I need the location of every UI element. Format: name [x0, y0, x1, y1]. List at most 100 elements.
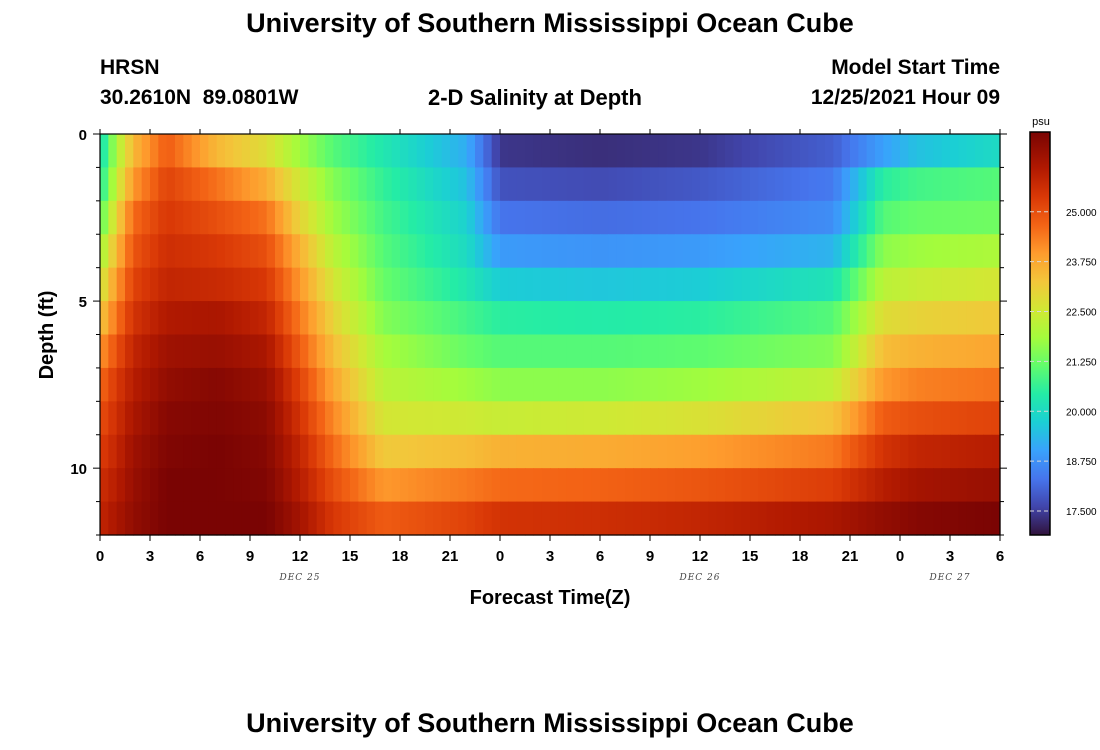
- heatmap-cell: [450, 501, 459, 536]
- heatmap-cell: [275, 501, 284, 536]
- heatmap-cell: [658, 501, 668, 536]
- heatmap-cell: [625, 234, 634, 269]
- heatmap-cell: [141, 200, 151, 235]
- heatmap-cell: [133, 501, 143, 536]
- heatmap-cell: [700, 167, 709, 202]
- heatmap-cell: [583, 200, 593, 235]
- heatmap-cell: [683, 334, 693, 369]
- heatmap-cell: [491, 468, 501, 503]
- heatmap-cell: [158, 401, 168, 436]
- heatmap-cell: [950, 134, 959, 169]
- heatmap-cell: [583, 401, 593, 436]
- heatmap-cell: [541, 401, 551, 436]
- heatmap-cell: [383, 401, 393, 436]
- heatmap-cell: [850, 200, 859, 235]
- heatmap-cell: [316, 434, 326, 469]
- heatmap-cell: [241, 501, 251, 536]
- heatmap-cell: [433, 267, 443, 302]
- heatmap-cell: [258, 134, 268, 169]
- heatmap-cell: [866, 468, 876, 503]
- heatmap-cell: [316, 401, 326, 436]
- heatmap-cell: [200, 401, 209, 436]
- heatmap-cell: [541, 267, 551, 302]
- heatmap-cell: [658, 134, 668, 169]
- heatmap-cell: [950, 200, 959, 235]
- heatmap-cell: [500, 134, 509, 169]
- heatmap-cell: [725, 434, 734, 469]
- heatmap-cell: [891, 334, 901, 369]
- heatmap-cell: [250, 167, 259, 202]
- heatmap-cell: [908, 501, 918, 536]
- heatmap-cell: [958, 334, 968, 369]
- heatmap-cell: [608, 200, 618, 235]
- heatmap-cell: [800, 501, 809, 536]
- heatmap-cell: [291, 134, 301, 169]
- heatmap-cell: [616, 234, 626, 269]
- heatmap-cell: [975, 267, 984, 302]
- heatmap-cell: [108, 134, 118, 169]
- heatmap-cell: [341, 134, 351, 169]
- heatmap-cell: [258, 200, 268, 235]
- heatmap-cell: [541, 301, 551, 336]
- heatmap-cell: [791, 134, 801, 169]
- heatmap-cell: [108, 267, 118, 302]
- heatmap-cell: [125, 334, 134, 369]
- heatmap-cell: [450, 267, 459, 302]
- heatmap-cell: [358, 267, 368, 302]
- heatmap-cell: [833, 200, 843, 235]
- heatmap-cell: [808, 334, 818, 369]
- heatmap-cell: [366, 434, 376, 469]
- heatmap-cell: [966, 434, 976, 469]
- heatmap-cell: [966, 234, 976, 269]
- heatmap-cell: [683, 134, 693, 169]
- heatmap-cell: [833, 134, 843, 169]
- heatmap-cell: [791, 468, 801, 503]
- heatmap-cell: [433, 434, 443, 469]
- heatmap-cell: [900, 234, 909, 269]
- heatmap-cell: [558, 401, 568, 436]
- heatmap-cell: [783, 200, 793, 235]
- heatmap-cell: [875, 200, 884, 235]
- heatmap-cell: [975, 501, 984, 536]
- heatmap-cell: [808, 200, 818, 235]
- heatmap-cell: [966, 200, 976, 235]
- heatmap-cell: [275, 401, 284, 436]
- heatmap-cell: [841, 200, 851, 235]
- heatmap-cell: [858, 200, 868, 235]
- heatmap-cell: [366, 267, 376, 302]
- heatmap-cell: [966, 468, 976, 503]
- heatmap-cell: [600, 167, 609, 202]
- heatmap-cell: [216, 167, 226, 202]
- heatmap-cell: [350, 134, 359, 169]
- heatmap-cell: [450, 468, 459, 503]
- heatmap-cell: [608, 334, 618, 369]
- heatmap-cell: [916, 200, 926, 235]
- heatmap-cell: [333, 401, 343, 436]
- heatmap-cell: [600, 434, 609, 469]
- heatmap-cell: [666, 367, 676, 402]
- heatmap-cell: [633, 200, 643, 235]
- heatmap-cell: [608, 134, 618, 169]
- heatmap-cell: [875, 301, 884, 336]
- heatmap-cell: [933, 501, 943, 536]
- heatmap-cell: [900, 501, 909, 536]
- heatmap-cell: [783, 134, 793, 169]
- heatmap-cell: [875, 267, 884, 302]
- heatmap-cell: [550, 200, 559, 235]
- heatmap-cell: [716, 367, 726, 402]
- heatmap-cell: [591, 301, 601, 336]
- heatmap-cell: [416, 267, 426, 302]
- heatmap-cell: [291, 434, 301, 469]
- heatmap-cell: [166, 134, 176, 169]
- heatmap-cell: [250, 301, 259, 336]
- heatmap-cell: [400, 267, 409, 302]
- heatmap-cell: [900, 134, 909, 169]
- heatmap-cell: [100, 134, 109, 169]
- heatmap-cell: [533, 200, 543, 235]
- heatmap-cell: [508, 167, 518, 202]
- heatmap-cell: [750, 134, 759, 169]
- heatmap-cell: [825, 267, 834, 302]
- heatmap-cell: [341, 401, 351, 436]
- heatmap-cell: [750, 234, 759, 269]
